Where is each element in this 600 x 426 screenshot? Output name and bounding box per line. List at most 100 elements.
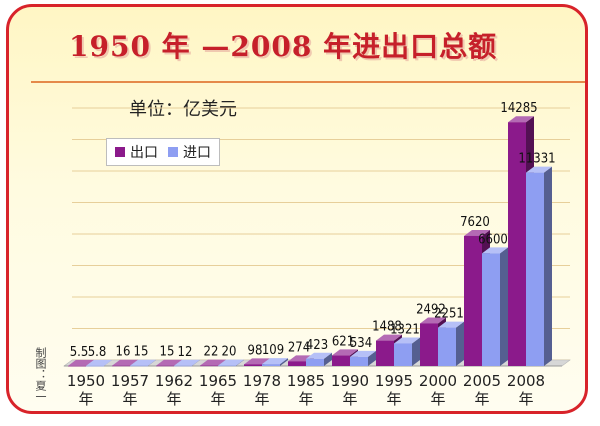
bar-top (200, 359, 226, 366)
bar-export (508, 122, 526, 366)
x-tick-label: 年 (474, 390, 489, 408)
bar-top (86, 359, 112, 366)
bar-side (104, 359, 112, 366)
bar-top (306, 352, 332, 359)
bar-export (200, 365, 218, 367)
legend-label-import: 进口 (183, 145, 211, 161)
data-label-import: 11331 (518, 152, 555, 167)
bar-export (464, 235, 482, 366)
x-tick-label: 年 (166, 390, 181, 408)
x-tick-label: 1965 (199, 372, 237, 390)
x-tick-label: 1978 (243, 372, 281, 390)
data-label-export: 22 (204, 345, 219, 360)
bar-export (68, 365, 86, 367)
bar-import (306, 358, 324, 366)
bar-import (86, 365, 104, 367)
bar-top (244, 358, 270, 365)
legend-swatch-export (115, 147, 125, 157)
chart-title: 1950 年 —2008 年进出口总额 (69, 30, 498, 63)
data-label-export: 621 (332, 334, 354, 349)
legend-swatch-import (168, 147, 178, 157)
chart-credit: 制图：夏一 (34, 347, 47, 402)
title-divider (31, 81, 585, 83)
x-tick-label: 年 (210, 390, 225, 408)
x-tick-label: 2000 (419, 372, 457, 390)
x-tick-label: 年 (254, 390, 269, 408)
bar-side (148, 359, 156, 366)
x-tick-label: 1957 (111, 372, 149, 390)
chart-legend: 出口 进口 (106, 138, 220, 166)
bar-export (376, 340, 394, 366)
bar-top (130, 359, 156, 366)
bar-export (112, 365, 130, 367)
bar-top (438, 321, 464, 328)
data-label-export: 15 (160, 345, 175, 360)
data-label-export: 1488 (372, 320, 402, 335)
bar-top (68, 359, 94, 366)
legend-label-export: 出口 (130, 145, 158, 161)
bar-top (174, 359, 200, 366)
bar-top (526, 166, 552, 173)
data-label-import: 15 (134, 345, 149, 360)
data-label-export: 16 (116, 345, 131, 360)
x-tick-label: 2008 (507, 372, 545, 390)
data-label-import: 12 (178, 345, 193, 360)
x-tick-label: 年 (298, 390, 313, 408)
bar-top (394, 337, 420, 344)
legend-entry-export: 出口 (115, 142, 158, 162)
data-label-import: 20 (222, 345, 237, 360)
bar-side (280, 358, 288, 366)
bar-side (456, 321, 464, 366)
bar-side (500, 247, 508, 366)
bar-export (288, 361, 306, 366)
data-label-import: 5.8 (88, 345, 107, 360)
bar-top (262, 358, 288, 365)
bar-top (112, 359, 138, 366)
data-label-import: 423 (306, 338, 328, 353)
data-label-import: 534 (350, 336, 372, 351)
bar-side (192, 359, 200, 366)
bar-top (350, 350, 376, 357)
data-label-export: 14285 (500, 101, 537, 116)
x-tick-label: 1962 (155, 372, 193, 390)
x-tick-label: 1995 (375, 372, 413, 390)
bar-export (156, 365, 174, 367)
data-label-import: 1321 (390, 322, 420, 337)
bar-import (350, 356, 368, 366)
x-tick-label: 1985 (287, 372, 325, 390)
legend-entry-import: 进口 (168, 142, 211, 162)
x-tick-label: 年 (78, 390, 93, 408)
bar-import (174, 365, 192, 367)
bar-side (324, 352, 332, 366)
chart-card: 1950 年 —2008 年进出口总额 单位：亿美元 制图：夏一 (6, 4, 588, 414)
bar-import (262, 364, 280, 366)
data-label-export: 2492 (416, 302, 446, 317)
bar-top (482, 247, 508, 254)
bar-side (236, 359, 244, 366)
bar-import (482, 253, 500, 366)
bar-import (394, 343, 412, 366)
x-tick-label: 年 (518, 390, 533, 408)
bar-top (508, 116, 534, 123)
bar-top (376, 334, 402, 341)
bar-top (332, 349, 358, 356)
unit-label: 单位：亿美元 (129, 99, 237, 120)
bar-export (332, 355, 350, 366)
bar-export (420, 323, 438, 366)
data-label-export: 98 (248, 343, 263, 358)
x-tick-label: 年 (430, 390, 445, 408)
x-tick-label: 年 (386, 390, 401, 408)
data-label-export: 5.5 (70, 345, 89, 360)
data-label-export: 7620 (460, 215, 490, 230)
x-tick-label: 1990 (331, 372, 369, 390)
bar-side (412, 337, 420, 366)
data-label-import: 2251 (434, 307, 464, 322)
data-label-import: 109 (262, 343, 284, 358)
x-tick-label: 1950 (67, 372, 105, 390)
x-tick-label: 年 (122, 390, 137, 408)
data-label-import: 6600 (478, 232, 508, 247)
bar-top (218, 359, 244, 366)
x-tick-label: 年 (342, 390, 357, 408)
bar-import (526, 172, 544, 366)
